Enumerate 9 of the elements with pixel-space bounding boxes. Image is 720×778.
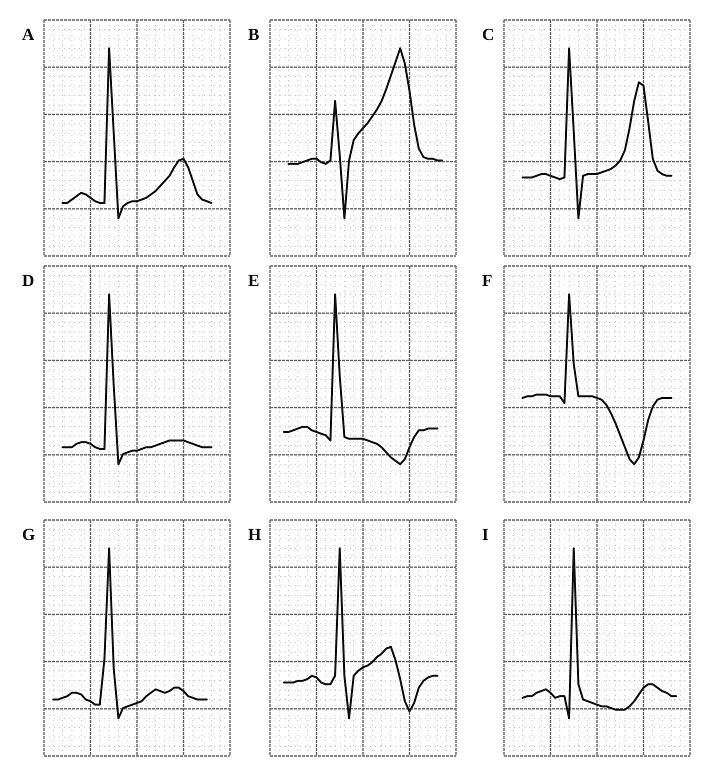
- chart-title: C: [482, 25, 494, 44]
- chart-title: B: [248, 25, 260, 44]
- chart-title: H: [248, 525, 262, 544]
- chart-title: G: [22, 525, 36, 544]
- chart-title: E: [248, 271, 260, 290]
- chart-title: A: [22, 25, 35, 44]
- chart-title: I: [482, 525, 489, 544]
- chart-title: F: [482, 271, 492, 290]
- chart-title: D: [22, 271, 34, 290]
